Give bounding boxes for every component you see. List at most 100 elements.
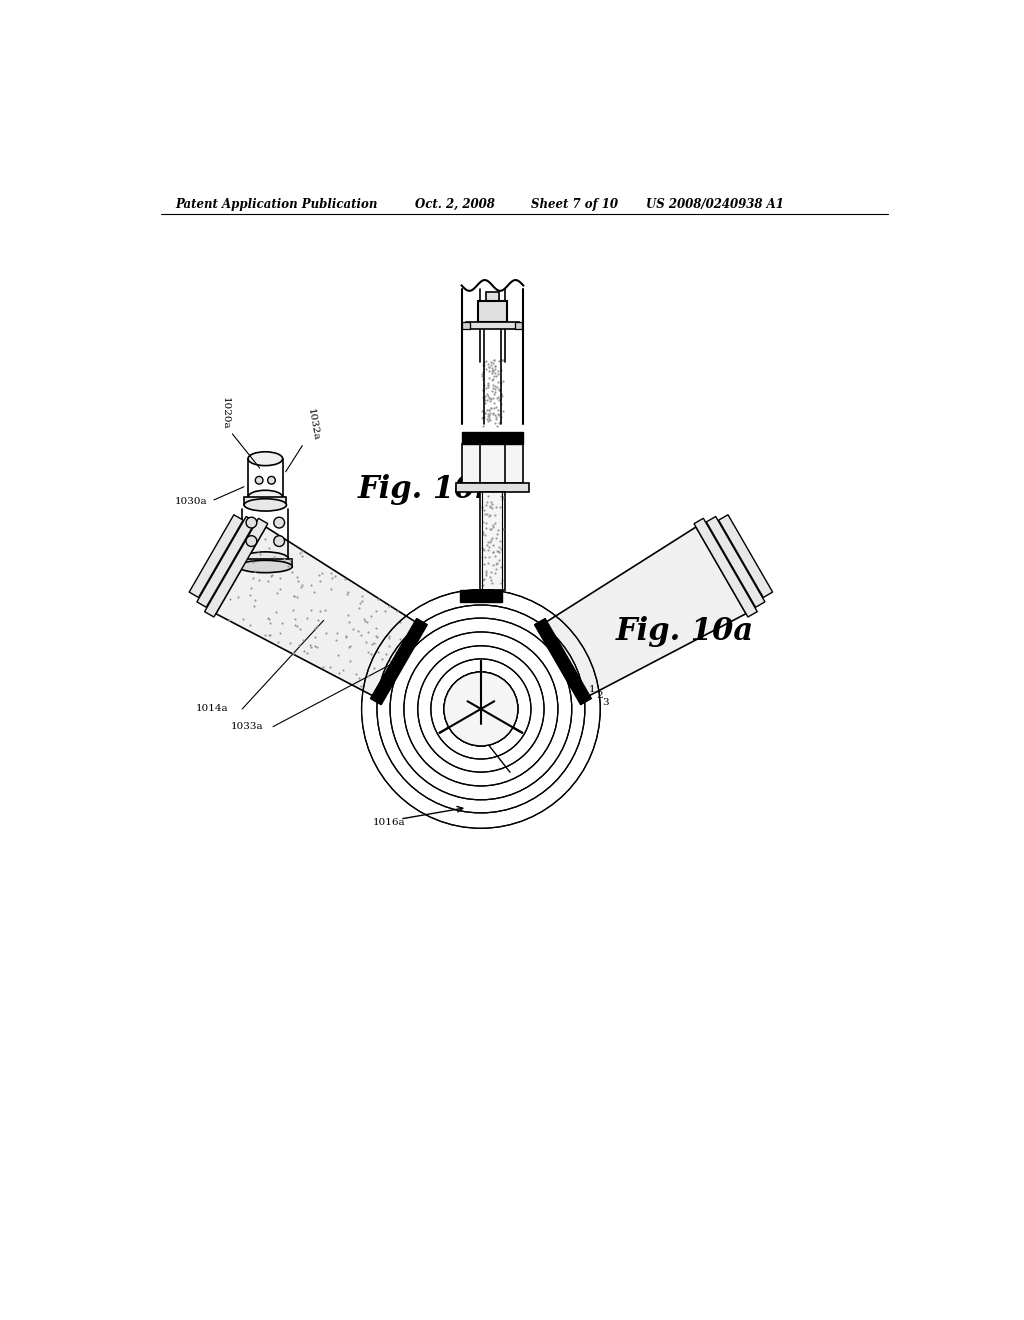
Point: [462, 704, 478, 725]
Point: [473, 708, 489, 729]
Point: [369, 678, 385, 700]
Point: [341, 611, 357, 632]
Point: [447, 715, 464, 737]
Point: [483, 397, 500, 418]
Point: [499, 678, 515, 700]
Point: [471, 708, 487, 729]
Point: [260, 624, 276, 645]
Point: [474, 355, 490, 376]
Point: [475, 380, 492, 401]
Point: [487, 562, 504, 583]
Point: [452, 700, 468, 721]
Point: [477, 700, 494, 721]
Point: [480, 378, 497, 399]
Point: [501, 685, 517, 706]
Point: [292, 543, 308, 564]
Point: [494, 385, 510, 407]
Point: [299, 607, 315, 628]
Point: [356, 610, 373, 631]
Point: [474, 665, 490, 686]
Point: [481, 536, 498, 557]
Bar: [463, 322, 470, 329]
Point: [485, 516, 502, 537]
Circle shape: [444, 672, 518, 746]
Point: [471, 700, 487, 721]
Point: [478, 562, 495, 583]
Point: [493, 698, 509, 719]
Point: [257, 528, 273, 549]
Point: [314, 656, 331, 677]
Point: [478, 358, 495, 379]
Point: [485, 554, 502, 576]
Point: [489, 400, 506, 421]
Bar: [515, 322, 522, 329]
Point: [480, 692, 497, 713]
Polygon shape: [205, 519, 268, 616]
Point: [354, 586, 371, 607]
Point: [490, 519, 507, 540]
Point: [492, 380, 508, 401]
Text: 1020a: 1020a: [221, 397, 229, 429]
Point: [358, 611, 375, 632]
Point: [489, 552, 506, 573]
Point: [495, 710, 511, 731]
Point: [484, 380, 501, 401]
Point: [351, 668, 368, 689]
Point: [479, 491, 496, 512]
Point: [485, 388, 502, 409]
Point: [490, 698, 507, 719]
Point: [286, 643, 302, 664]
Point: [377, 601, 393, 622]
Point: [286, 586, 302, 607]
Point: [352, 624, 369, 645]
Point: [475, 574, 492, 595]
Point: [311, 565, 328, 586]
Point: [480, 701, 497, 722]
Circle shape: [255, 477, 263, 484]
Point: [488, 416, 505, 437]
Point: [475, 407, 492, 428]
Point: [457, 697, 473, 718]
Point: [494, 573, 510, 594]
Bar: [462, 432, 523, 444]
Polygon shape: [371, 619, 427, 705]
Point: [329, 622, 345, 643]
Point: [486, 512, 503, 533]
Polygon shape: [540, 527, 746, 700]
Text: Fig. 10a: Fig. 10a: [615, 616, 754, 647]
Point: [480, 688, 497, 709]
Point: [479, 503, 496, 524]
Point: [331, 663, 347, 684]
Point: [475, 354, 492, 375]
Point: [382, 651, 398, 672]
Polygon shape: [189, 515, 243, 598]
Point: [362, 643, 379, 664]
Point: [324, 568, 340, 589]
Point: [476, 686, 493, 708]
Point: [369, 627, 385, 648]
Point: [492, 702, 508, 723]
Point: [480, 407, 497, 428]
Point: [485, 515, 502, 536]
Point: [478, 565, 495, 586]
Point: [479, 408, 496, 429]
Point: [493, 384, 509, 405]
Point: [338, 626, 354, 647]
Point: [482, 491, 499, 512]
Point: [475, 351, 492, 372]
Circle shape: [273, 517, 285, 528]
Point: [474, 407, 490, 428]
Point: [335, 660, 351, 681]
Point: [486, 355, 503, 376]
Point: [488, 366, 505, 387]
Point: [483, 351, 500, 372]
Point: [481, 700, 498, 721]
Point: [378, 657, 394, 678]
Bar: [239, 558, 292, 566]
Ellipse shape: [244, 499, 287, 511]
Point: [337, 569, 353, 590]
Circle shape: [444, 672, 518, 746]
Point: [480, 708, 497, 729]
Point: [488, 540, 505, 561]
Point: [359, 622, 376, 643]
